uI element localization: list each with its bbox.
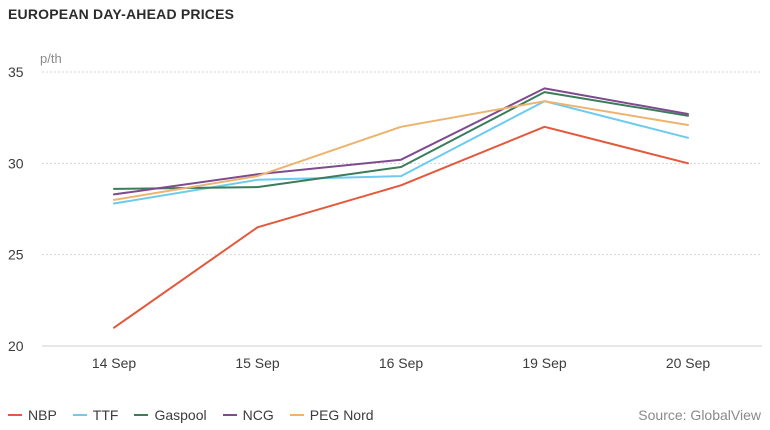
legend-swatch <box>222 414 237 416</box>
legend-swatch <box>72 414 87 416</box>
y-tick-label: 25 <box>8 247 24 263</box>
x-tick-label: 15 Sep <box>235 355 280 371</box>
y-tick-label: 35 <box>8 64 24 80</box>
line-chart: 20 25 30 35 14 Sep 15 Sep 16 Sep 19 Sep 20 Sep <box>8 64 762 371</box>
legend-swatch <box>289 414 304 416</box>
y-tick-label: 20 <box>8 338 24 354</box>
legend-item: NCG <box>222 407 274 423</box>
legend-item: PEG Nord <box>289 407 374 423</box>
legend-label: NBP <box>28 407 57 423</box>
legend-label: PEG Nord <box>309 407 374 423</box>
y-axis-unit-label: p/th <box>40 51 62 66</box>
legend-swatch <box>8 414 22 416</box>
series-line-ncg <box>113 87 689 196</box>
chart-legend: NBP TTF Gaspool NCG PEG Nord <box>8 407 390 423</box>
x-tick-label: 14 Sep <box>92 355 137 371</box>
x-tick-label: 19 Sep <box>522 355 567 371</box>
legend-label: TTF <box>92 407 119 423</box>
legend-item: Gaspool <box>134 407 207 423</box>
legend-item: TTF <box>72 407 119 423</box>
x-tick-label: 16 Sep <box>379 355 424 371</box>
legend-swatch <box>134 414 149 416</box>
y-tick-label: 30 <box>8 155 24 171</box>
legend-label: Gaspool <box>154 407 207 423</box>
series-line-gaspool <box>113 91 689 190</box>
x-tick-label: 20 Sep <box>666 355 711 371</box>
chart-title: EUROPEAN DAY-AHEAD PRICES <box>8 6 235 22</box>
series-line-peg-nord <box>113 100 689 201</box>
series-line-nbp <box>113 125 689 329</box>
source-note: Source: GlobalView <box>638 407 761 423</box>
legend-item: NBP <box>8 407 57 423</box>
legend-label: NCG <box>242 407 274 423</box>
